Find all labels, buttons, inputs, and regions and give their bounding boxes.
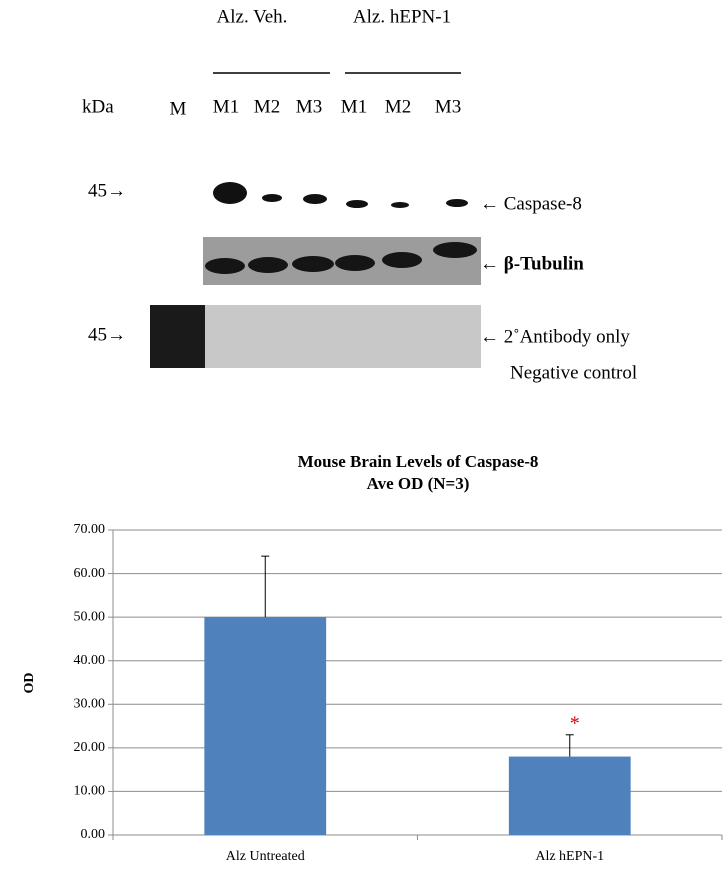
y-tick-label: 20.00 (74, 740, 106, 755)
group-label: Alz. Veh. (217, 6, 288, 27)
marker-lane (150, 305, 205, 368)
y-tick-label: 30.00 (74, 697, 106, 712)
bar (204, 617, 326, 835)
y-tick-label: 40.00 (74, 653, 106, 668)
y-axis-label: OD (22, 673, 37, 694)
caspase-bands (213, 182, 468, 208)
y-tick-label: 0.00 (81, 827, 106, 842)
lane-label: M3 (435, 96, 461, 117)
size-mark: 45→ (88, 180, 126, 201)
lane-label: M1 (341, 96, 367, 117)
marker-label: M (170, 98, 187, 119)
bar (509, 757, 631, 835)
lane-label: M1 (213, 96, 239, 117)
lane-label: M2 (385, 96, 411, 117)
chart-title: Mouse Brain Levels of Caspase-8 (298, 452, 539, 471)
group-label: Alz. hEPN-1 (353, 6, 451, 27)
x-tick-label: Alz hEPN-1 (535, 849, 604, 864)
y-tick-label: 50.00 (74, 609, 106, 624)
band-label: ← Caspase-8 (480, 193, 582, 214)
lane-label: M2 (254, 96, 280, 117)
band-label: Negative control (510, 362, 637, 383)
y-tick-label: 70.00 (74, 522, 106, 537)
lane-label: M3 (296, 96, 322, 117)
kda-label: kDa (82, 96, 114, 117)
band-label: ← β-Tubulin (480, 253, 584, 274)
band-label: ← 2˚Antibody only (480, 326, 630, 347)
y-tick-label: 10.00 (74, 784, 106, 799)
chart-title: Ave OD (N=3) (367, 474, 470, 493)
y-tick-label: 60.00 (74, 566, 106, 581)
significance-marker: * (570, 712, 580, 734)
x-tick-label: Alz Untreated (226, 849, 305, 864)
figure: Alz. Veh. Alz. hEPN-1 kDa M M1 M2 M3 M1 … (0, 0, 723, 878)
size-mark: 45→ (88, 324, 126, 345)
